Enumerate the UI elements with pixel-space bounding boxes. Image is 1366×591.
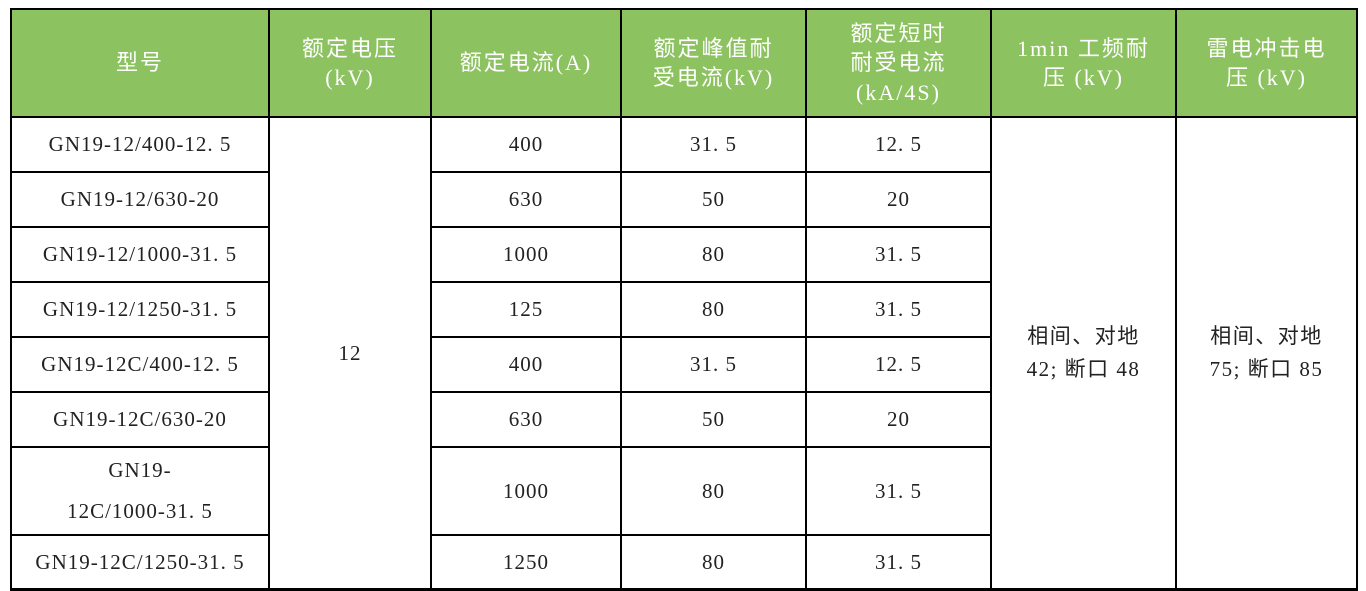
model-cell: GN19-12/400-12. 5 [10,116,270,173]
table-row: GN19-12/400-12. 5 12 400 31. 5 12. 5 相间、… [10,116,1358,591]
short-time-cell: 31. 5 [805,446,992,536]
header-lightning-impulse: 雷电冲击电 压 (kV) [1175,8,1358,118]
short-time-cell: 31. 5 [805,226,992,283]
short-time-cell: 20 [805,171,992,228]
short-time-cell: 12. 5 [805,336,992,393]
current-cell: 630 [430,171,622,228]
model-cell: GN19-12C/630-20 [10,391,270,448]
peak-cell: 31. 5 [620,116,807,173]
short-time-cell: 31. 5 [805,281,992,338]
short-time-cell: 12. 5 [805,116,992,173]
header-model: 型号 [10,8,270,118]
table-row: GN19-12/1250-31. 5 125 80 31. 5 [10,281,1357,338]
model-cell: GN19-12/1000-31. 5 [10,226,270,283]
peak-cell: 50 [620,391,807,448]
table-row: GN19-12C/400-12. 5 400 31. 5 12. 5 [10,336,1357,393]
spec-table: 型号 额定电压 (kV) 额定电流(A) 额定峰值耐 受电流(kV) 额定短时 … [10,8,1358,591]
current-cell: 400 [430,336,622,393]
header-short-time-withstand: 额定短时 耐受电流 (kA/4S) [805,8,992,118]
current-cell: 1000 [430,446,622,536]
header-row: 型号 额定电压 (kV) 额定电流(A) 额定峰值耐 受电流(kV) 额定短时 … [10,8,1358,118]
current-cell: 400 [430,116,622,173]
model-cell: GN19-12/1250-31. 5 [10,281,270,338]
power-frequency-merged-cell: 相间、对地 42; 断口 48 [990,116,1177,591]
table-row: GN19-12/630-20 630 50 20 [10,171,1357,228]
peak-cell: 80 [620,281,807,338]
header-peak-withstand: 额定峰值耐 受电流(kV) [620,8,807,118]
header-power-frequency: 1min 工频耐 压 (kV) [990,8,1177,118]
table-row: GN19-12C/1250-31. 5 1250 80 31. 5 [10,533,1357,591]
table-row: GN19-12/1000-31. 5 1000 80 31. 5 [10,226,1357,283]
peak-cell: 80 [620,446,807,536]
table-row: GN19-12C/630-20 630 50 20 [10,391,1357,448]
current-cell: 1000 [430,226,622,283]
peak-cell: 50 [620,171,807,228]
model-cell: GN19-12C/400-12. 5 [10,336,270,393]
header-rated-current: 额定电流(A) [430,8,622,118]
model-cell: GN19-12/630-20 [10,171,270,228]
lightning-impulse-merged-cell: 相间、对地 75; 断口 85 [1175,116,1358,591]
model-cell: GN19-12C/1250-31. 5 [10,533,270,591]
header-rated-voltage: 额定电压 (kV) [268,8,432,118]
peak-cell: 80 [620,226,807,283]
peak-cell: 80 [620,533,807,591]
current-cell: 125 [430,281,622,338]
short-time-cell: 31. 5 [805,533,992,591]
peak-cell: 31. 5 [620,336,807,393]
model-cell: GN19- 12C/1000-31. 5 [10,446,270,536]
rated-voltage-merged-cell: 12 [268,116,432,591]
current-cell: 1250 [430,533,622,591]
table-row: GN19- 12C/1000-31. 5 1000 80 31. 5 [10,446,1357,536]
short-time-cell: 20 [805,391,992,448]
current-cell: 630 [430,391,622,448]
